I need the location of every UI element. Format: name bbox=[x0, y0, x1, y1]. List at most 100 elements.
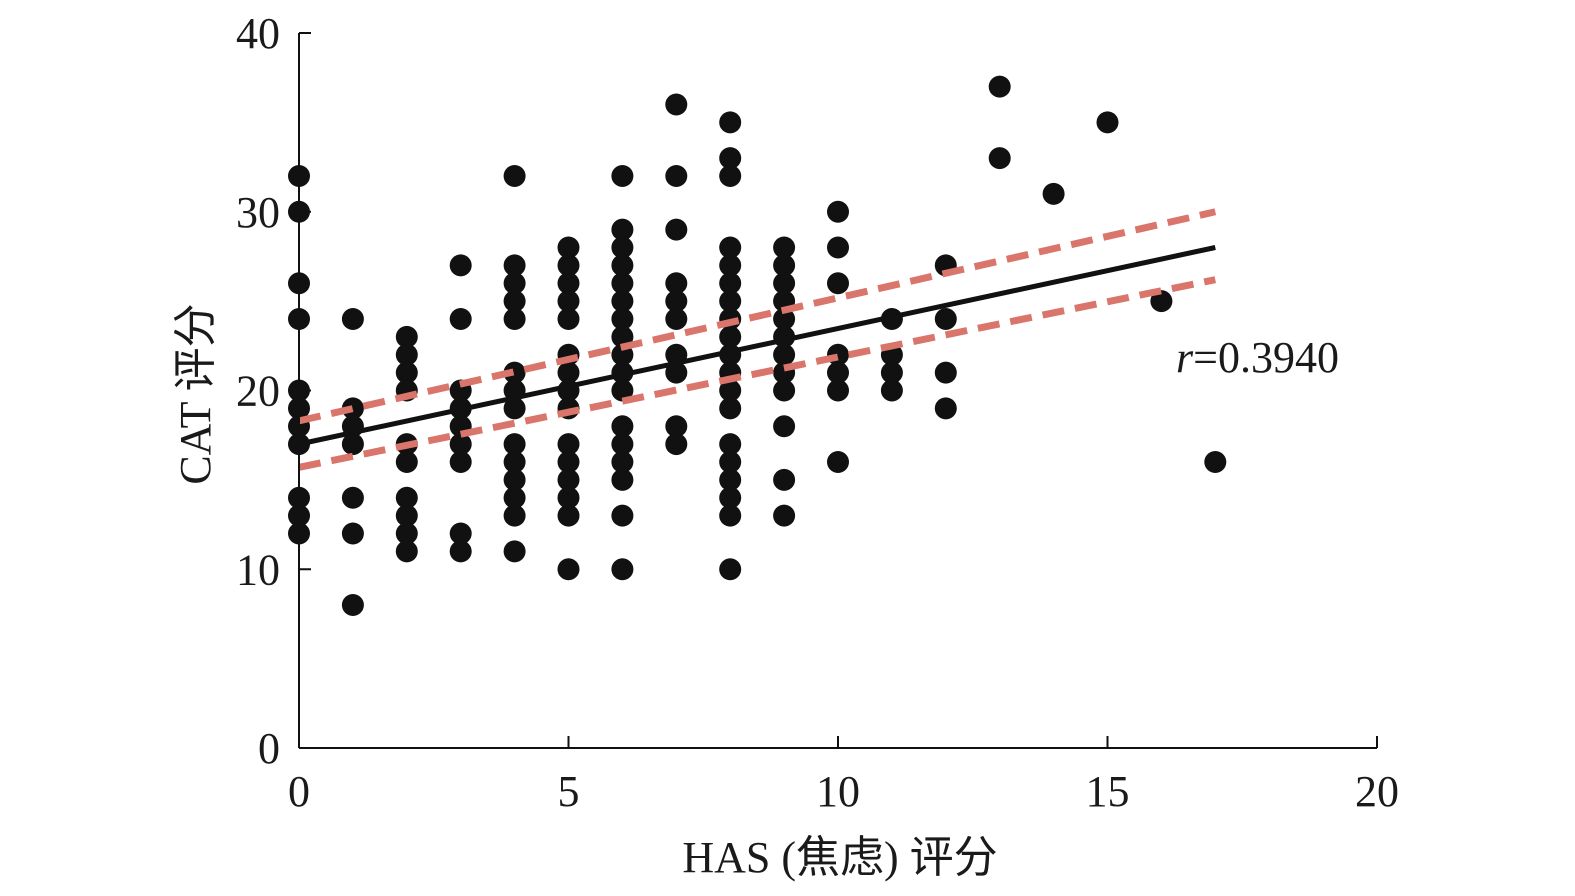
data-point bbox=[341, 594, 364, 616]
data-point bbox=[665, 218, 688, 241]
data-point bbox=[773, 504, 796, 527]
x-tick-label: 5 bbox=[558, 767, 580, 816]
data-point bbox=[503, 290, 526, 313]
data-point bbox=[503, 272, 526, 295]
labels-layer: HAS (焦虑) 评分 CAT 评分 r=0.3940 bbox=[171, 303, 1339, 882]
data-point bbox=[719, 236, 742, 259]
data-point bbox=[827, 379, 849, 402]
regression-line bbox=[298, 245, 1216, 447]
data-point bbox=[449, 254, 472, 277]
y-tick-label: 20 bbox=[236, 367, 280, 416]
data-point bbox=[880, 379, 903, 402]
data-point bbox=[503, 486, 526, 509]
data-point bbox=[773, 254, 796, 277]
data-point bbox=[557, 361, 580, 384]
data-point bbox=[1204, 451, 1227, 473]
data-point bbox=[665, 308, 688, 330]
data-point bbox=[557, 290, 580, 313]
correlation-symbol: r bbox=[1176, 333, 1194, 382]
data-point bbox=[341, 486, 364, 509]
x-tick-label: 0 bbox=[288, 767, 310, 816]
data-point bbox=[557, 433, 580, 456]
data-point bbox=[827, 200, 849, 223]
x-axis-title: HAS (焦虑) 评分 bbox=[682, 833, 997, 882]
data-point bbox=[988, 75, 1011, 98]
data-point bbox=[557, 272, 580, 295]
data-point bbox=[880, 361, 903, 384]
ci-lower-line bbox=[298, 276, 1217, 471]
data-point bbox=[341, 522, 364, 545]
data-point bbox=[719, 379, 742, 402]
data-point bbox=[988, 147, 1011, 170]
data-point bbox=[503, 165, 526, 187]
data-point bbox=[611, 468, 634, 491]
data-point bbox=[611, 433, 634, 456]
y-tick-label: 0 bbox=[258, 724, 280, 773]
data-point bbox=[341, 397, 364, 420]
data-point bbox=[449, 540, 472, 563]
data-point bbox=[773, 343, 796, 366]
data-point bbox=[665, 290, 688, 313]
data-point bbox=[503, 468, 526, 491]
y-tick-label: 10 bbox=[236, 545, 280, 594]
data-point bbox=[557, 451, 580, 473]
x-tick-label: 10 bbox=[816, 767, 860, 816]
data-point bbox=[611, 379, 634, 402]
data-point bbox=[611, 236, 634, 259]
data-point bbox=[557, 558, 580, 581]
data-point bbox=[719, 486, 742, 509]
data-point bbox=[719, 272, 742, 295]
data-point bbox=[719, 165, 742, 187]
data-point bbox=[719, 558, 742, 581]
data-point bbox=[449, 433, 472, 456]
data-point bbox=[503, 308, 526, 330]
data-point bbox=[557, 504, 580, 527]
y-tick-label: 30 bbox=[236, 188, 280, 237]
data-point bbox=[827, 236, 849, 259]
data-point bbox=[341, 308, 364, 330]
data-point bbox=[611, 290, 634, 313]
y-axis-title: CAT 评分 bbox=[171, 303, 220, 484]
data-point bbox=[719, 290, 742, 313]
data-point bbox=[449, 522, 472, 545]
data-point bbox=[611, 254, 634, 277]
data-point bbox=[503, 254, 526, 277]
data-point bbox=[503, 361, 526, 384]
data-point bbox=[719, 397, 742, 420]
axes-layer: 0 5 10 15 20 0 10 20 30 40 bbox=[236, 9, 1399, 816]
data-point bbox=[827, 272, 849, 295]
data-point bbox=[611, 451, 634, 473]
data-point bbox=[1096, 111, 1119, 134]
data-point bbox=[611, 165, 634, 187]
data-point bbox=[719, 325, 742, 348]
data-point bbox=[503, 540, 526, 563]
data-point bbox=[557, 254, 580, 277]
data-point bbox=[503, 451, 526, 473]
data-point bbox=[719, 147, 742, 170]
data-point bbox=[719, 254, 742, 277]
y-tick-label: 40 bbox=[236, 9, 280, 58]
data-point bbox=[773, 272, 796, 295]
x-tick-label: 20 bbox=[1355, 767, 1399, 816]
data-point bbox=[665, 361, 688, 384]
data-point bbox=[449, 308, 472, 330]
data-point bbox=[395, 361, 418, 384]
data-point bbox=[611, 415, 634, 438]
data-point bbox=[934, 397, 957, 420]
data-point bbox=[395, 343, 418, 366]
ci-upper-line bbox=[298, 208, 1217, 425]
data-point bbox=[503, 504, 526, 527]
data-point bbox=[773, 236, 796, 259]
data-point bbox=[611, 558, 634, 581]
data-point bbox=[557, 236, 580, 259]
data-point bbox=[719, 451, 742, 473]
lines-layer bbox=[298, 208, 1217, 471]
data-point bbox=[773, 468, 796, 491]
data-point bbox=[503, 397, 526, 420]
data-point bbox=[611, 504, 634, 527]
data-point bbox=[1042, 182, 1065, 205]
correlation-value: =0.3940 bbox=[1193, 333, 1339, 382]
data-point bbox=[719, 504, 742, 527]
data-point bbox=[665, 93, 688, 116]
